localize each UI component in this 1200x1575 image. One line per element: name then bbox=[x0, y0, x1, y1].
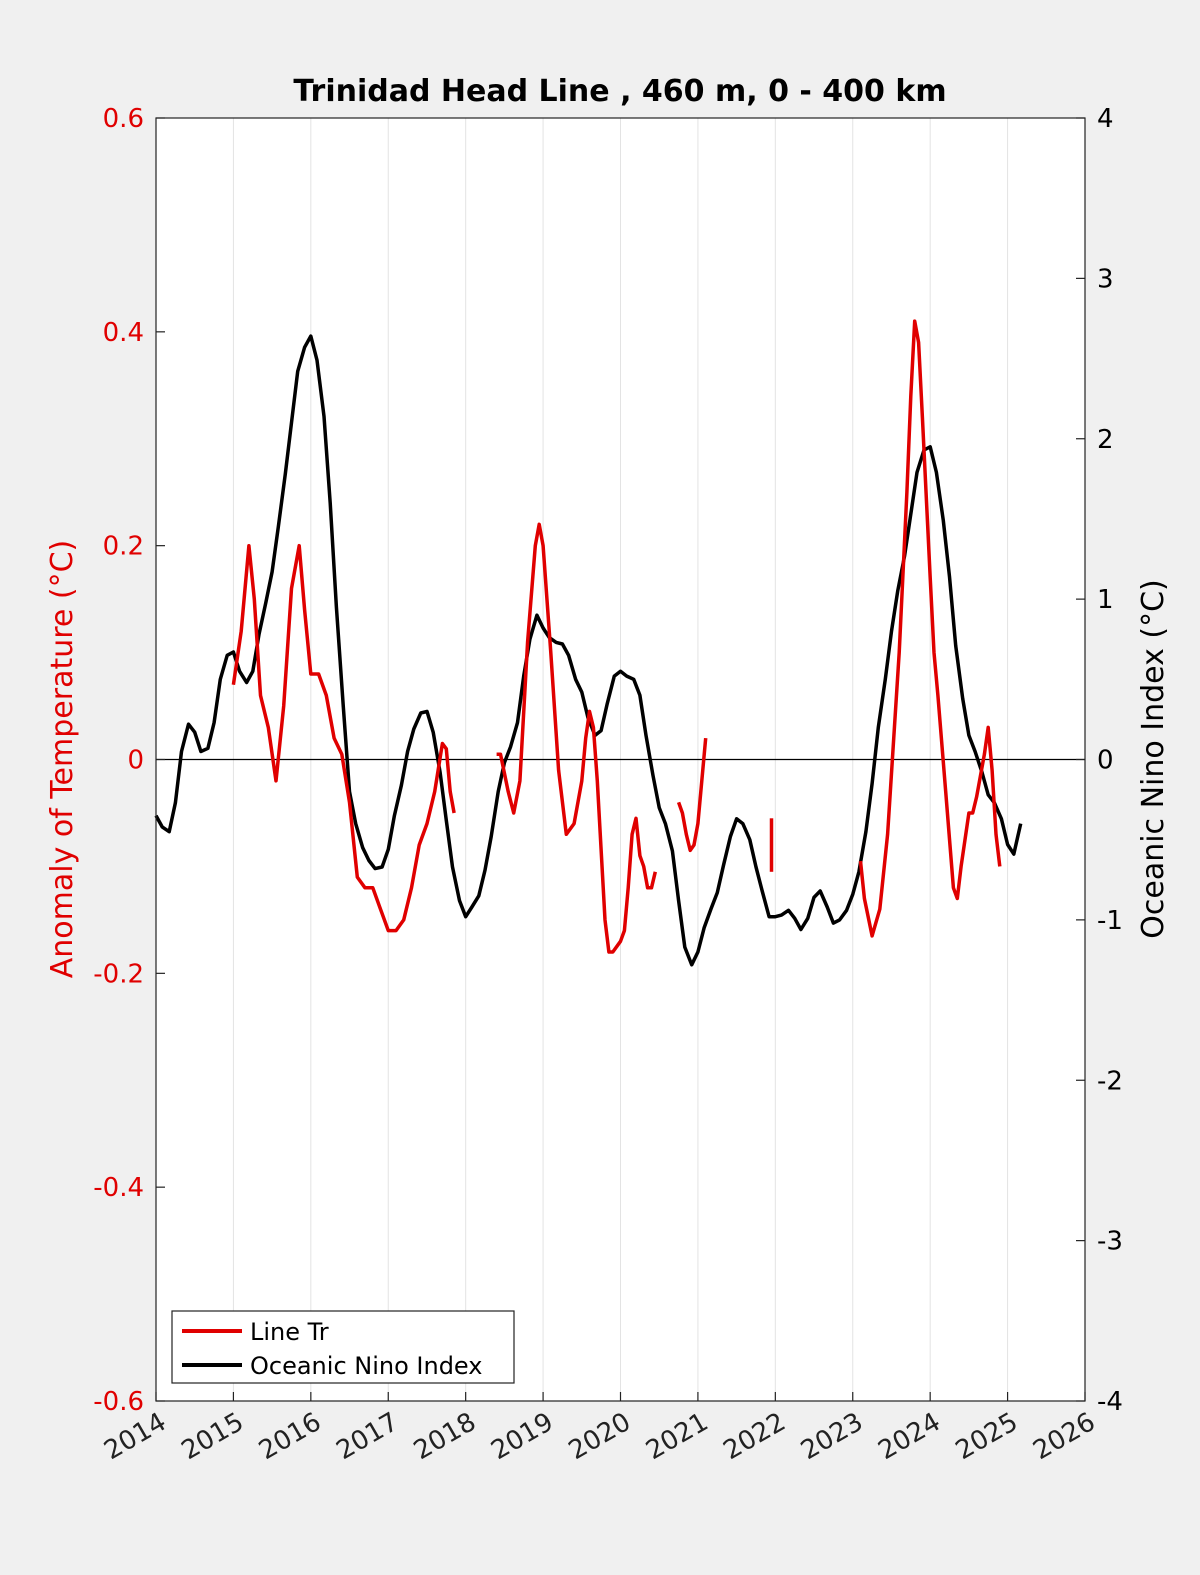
y-tick-label-left: -0.6 bbox=[93, 1387, 144, 1417]
y-tick-label-left: 0.6 bbox=[103, 104, 144, 134]
y-tick-label-right: 0 bbox=[1097, 746, 1114, 776]
y-tick-labels-right: 4 3 2 1 0 -1 -2 -3 -4 bbox=[1097, 104, 1123, 1417]
chart-title: Trinidad Head Line , 460 m, 0 - 400 km bbox=[293, 74, 946, 109]
y-tick-label-right: 2 bbox=[1097, 425, 1114, 455]
ticks bbox=[155, 117, 1086, 1402]
series-line-tr-segment bbox=[676, 737, 708, 853]
y-axis-label-right: Oceanic Nino Index (°C) bbox=[1136, 579, 1171, 939]
y-tick-label-left: -0.2 bbox=[93, 959, 144, 989]
y-axis-label-left: Anomaly of Temperature (°C) bbox=[45, 540, 80, 979]
series-line-tr-segment bbox=[231, 543, 456, 933]
y-tick-label-right: -2 bbox=[1097, 1066, 1123, 1096]
series-layer bbox=[154, 319, 1023, 967]
y-tick-label-right: 4 bbox=[1097, 104, 1114, 134]
legend-box bbox=[171, 1310, 515, 1384]
y-tick-label-right: -4 bbox=[1097, 1387, 1123, 1417]
legend-label-line-tr: Line Tr bbox=[250, 1318, 329, 1346]
y-tick-label-left: 0.2 bbox=[103, 532, 144, 562]
y-tick-label-left: 0 bbox=[127, 746, 144, 776]
y-tick-label-left: 0.4 bbox=[103, 318, 144, 348]
y-tick-label-right: -3 bbox=[1097, 1227, 1123, 1257]
y-tick-label-right: -1 bbox=[1097, 906, 1123, 936]
series-line-tr-segment bbox=[858, 319, 1002, 938]
series-line-tr-segment bbox=[496, 522, 658, 954]
legend-label-oni: Oceanic Nino Index bbox=[250, 1352, 482, 1380]
legend: Line Tr Oceanic Nino Index bbox=[171, 1310, 515, 1384]
y-tick-label-right: 1 bbox=[1097, 585, 1114, 615]
y-tick-label-right: 3 bbox=[1097, 264, 1114, 294]
y-tick-labels-left: 0.6 0.4 0.2 0 -0.2 -0.4 -0.6 bbox=[93, 104, 144, 1417]
y-tick-label-left: -0.4 bbox=[93, 1173, 144, 1203]
